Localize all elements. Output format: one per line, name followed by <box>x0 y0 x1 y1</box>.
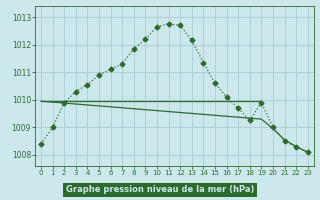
Text: Graphe pression niveau de la mer (hPa): Graphe pression niveau de la mer (hPa) <box>66 185 254 194</box>
